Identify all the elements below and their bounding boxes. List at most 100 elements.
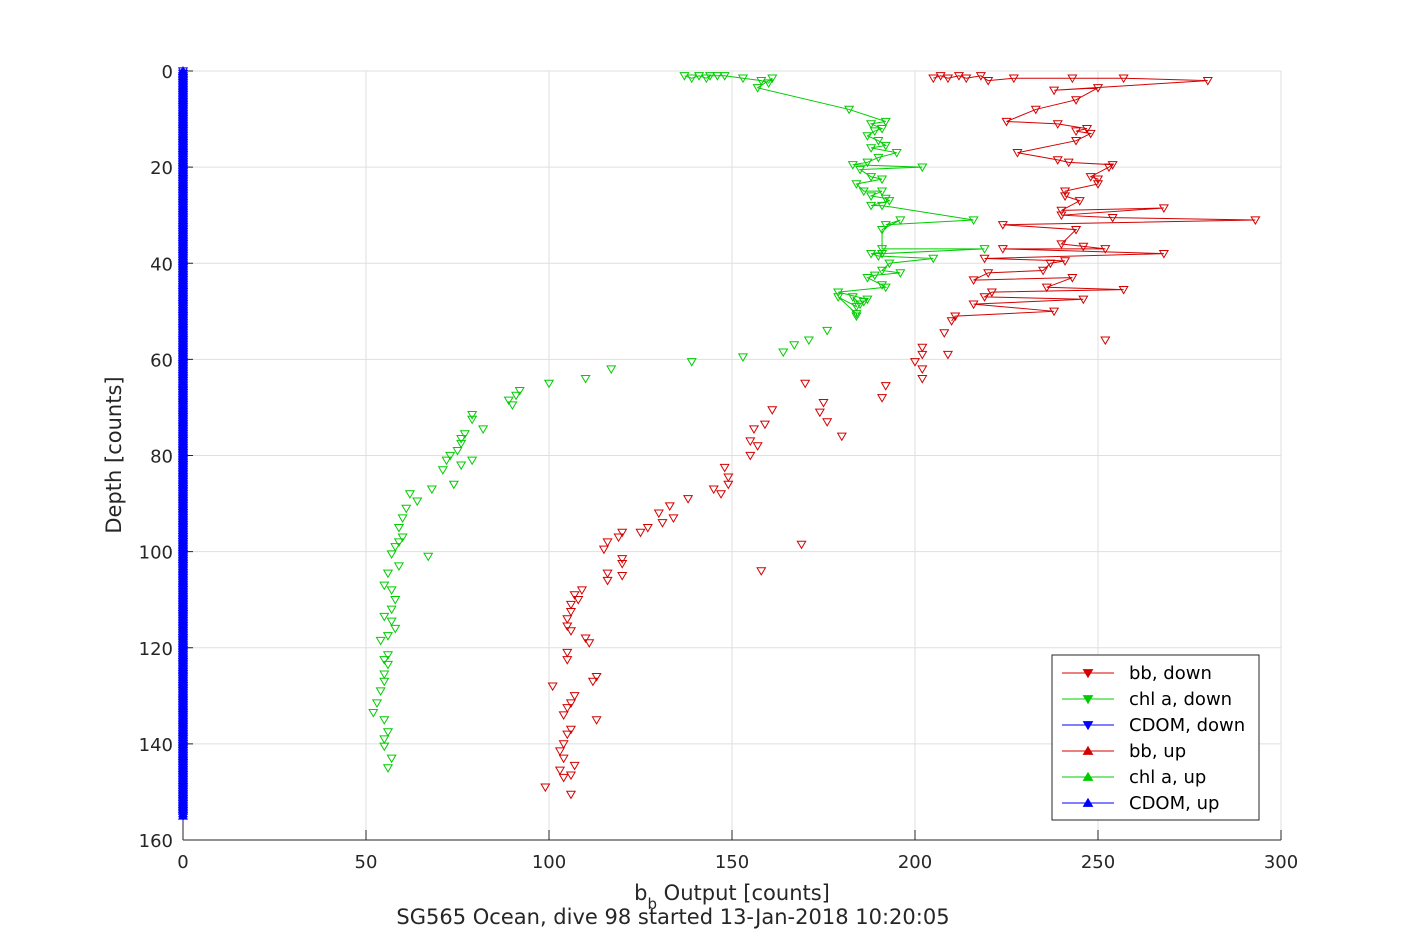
data-point [386, 550, 397, 560]
legend-marker [1082, 771, 1094, 781]
data-point [1059, 187, 1071, 197]
y-tick-label: 0 [162, 62, 173, 83]
data-point [412, 497, 423, 507]
data-point [866, 144, 877, 153]
data-point [576, 586, 588, 596]
data-point [876, 394, 888, 403]
data-point [393, 523, 405, 533]
data-point [851, 180, 862, 189]
data-point [968, 276, 979, 286]
data-point [558, 740, 569, 749]
x-axis-title-b: b [634, 881, 647, 905]
data-point [565, 699, 577, 708]
grid-lines [182, 70, 1282, 841]
data-point [478, 425, 489, 435]
x-tick-label: 50 [355, 852, 378, 873]
data-point [635, 528, 646, 538]
x-tick-labels: 0 50 100 150 200 250 300 [177, 852, 1298, 873]
data-point [1158, 249, 1169, 259]
data-point [456, 435, 467, 444]
data-point [1067, 74, 1078, 84]
data-point [778, 348, 789, 358]
data-point [602, 569, 613, 579]
data-point [591, 716, 602, 725]
data-point [693, 72, 705, 81]
data-point [617, 528, 628, 538]
data-point [1001, 117, 1012, 127]
data-point [1107, 161, 1118, 170]
data-point [942, 350, 954, 360]
data-point [664, 502, 675, 511]
data-point [379, 677, 390, 687]
data-point [569, 692, 580, 701]
x-tick-label: 250 [1081, 852, 1115, 873]
data-point [917, 163, 928, 173]
data-point [979, 254, 990, 264]
data-point [587, 677, 598, 687]
data-point [862, 158, 873, 168]
legend-label: CDOM, down [1129, 715, 1245, 736]
data-point [1081, 125, 1093, 134]
data-point [562, 648, 573, 658]
data-point [503, 396, 514, 406]
data-point [386, 754, 397, 764]
data-point [895, 216, 906, 225]
data-point [866, 249, 877, 259]
data-point [953, 72, 964, 81]
data-point [591, 672, 602, 682]
data-point [928, 74, 939, 84]
data-point [452, 447, 463, 456]
data-point [606, 365, 617, 374]
data-point [379, 581, 390, 591]
data-point [1074, 197, 1085, 206]
data-series [177, 66, 1261, 821]
data-point [379, 716, 390, 725]
data-point [873, 153, 884, 163]
data-point [386, 586, 397, 596]
data-point [855, 300, 866, 310]
data-point [459, 430, 470, 439]
data-point [1092, 175, 1104, 185]
data-point [390, 543, 401, 552]
legend-marker [1082, 797, 1094, 807]
y-tick-label: 100 [139, 543, 173, 564]
data-point [617, 572, 628, 581]
data-point [704, 72, 716, 81]
legend-item: CDOM, up [1062, 793, 1219, 814]
data-point [880, 141, 891, 151]
data-point [1202, 76, 1213, 86]
data-point [876, 187, 888, 197]
data-point [884, 197, 895, 206]
data-point [562, 622, 573, 632]
data-point [1056, 240, 1067, 250]
data-point [368, 708, 379, 718]
data-point [386, 617, 397, 627]
y-axis-title: Depth [counts] [102, 376, 126, 533]
data-point [745, 451, 756, 461]
data-point [382, 764, 394, 773]
data-point [866, 192, 877, 201]
data-point [858, 187, 869, 197]
legend-item: bb, down [1062, 663, 1212, 684]
data-point [177, 810, 189, 820]
data-point [562, 730, 573, 740]
data-point [573, 596, 584, 605]
x-tick-label: 300 [1264, 852, 1298, 873]
series-line [933, 75, 1256, 322]
data-point [1056, 211, 1067, 221]
data-point [917, 374, 928, 384]
data-point [1092, 84, 1104, 93]
data-point [467, 415, 478, 425]
data-point [1118, 74, 1129, 84]
data-point [580, 374, 591, 384]
data-point [390, 624, 401, 634]
data-point [723, 480, 734, 490]
data-point [1067, 274, 1078, 283]
data-point [855, 165, 866, 175]
data-point [1012, 149, 1023, 158]
data-point [602, 538, 613, 547]
data-point [1070, 127, 1082, 137]
data-point [939, 329, 950, 338]
y-tick-label: 160 [139, 831, 173, 852]
data-point [895, 269, 906, 278]
